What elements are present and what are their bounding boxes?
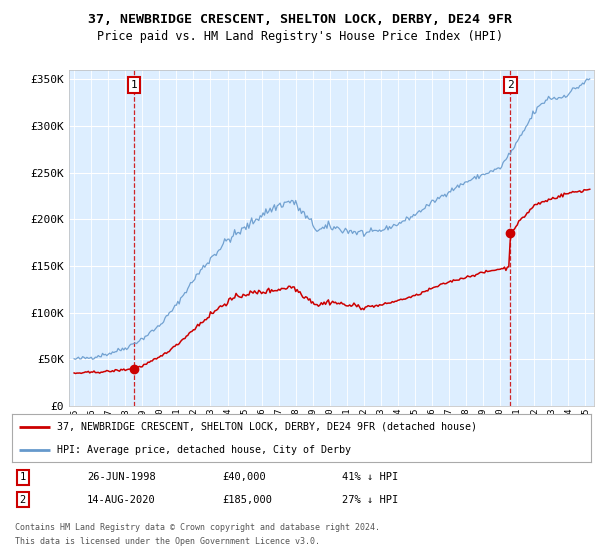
Text: Contains HM Land Registry data © Crown copyright and database right 2024.: Contains HM Land Registry data © Crown c… xyxy=(15,523,380,532)
Text: 41% ↓ HPI: 41% ↓ HPI xyxy=(342,472,398,482)
Text: 37, NEWBRIDGE CRESCENT, SHELTON LOCK, DERBY, DE24 9FR (detached house): 37, NEWBRIDGE CRESCENT, SHELTON LOCK, DE… xyxy=(57,422,477,432)
Text: HPI: Average price, detached house, City of Derby: HPI: Average price, detached house, City… xyxy=(57,445,351,455)
Text: 1: 1 xyxy=(20,472,26,482)
Text: Price paid vs. HM Land Registry's House Price Index (HPI): Price paid vs. HM Land Registry's House … xyxy=(97,30,503,43)
Text: 37, NEWBRIDGE CRESCENT, SHELTON LOCK, DERBY, DE24 9FR: 37, NEWBRIDGE CRESCENT, SHELTON LOCK, DE… xyxy=(88,13,512,26)
Text: 2: 2 xyxy=(507,80,514,90)
Text: 1: 1 xyxy=(130,80,137,90)
Text: 14-AUG-2020: 14-AUG-2020 xyxy=(87,494,156,505)
Text: £185,000: £185,000 xyxy=(222,494,272,505)
Text: £40,000: £40,000 xyxy=(222,472,266,482)
Text: 2: 2 xyxy=(20,494,26,505)
Text: This data is licensed under the Open Government Licence v3.0.: This data is licensed under the Open Gov… xyxy=(15,537,320,546)
Text: 26-JUN-1998: 26-JUN-1998 xyxy=(87,472,156,482)
Text: 27% ↓ HPI: 27% ↓ HPI xyxy=(342,494,398,505)
